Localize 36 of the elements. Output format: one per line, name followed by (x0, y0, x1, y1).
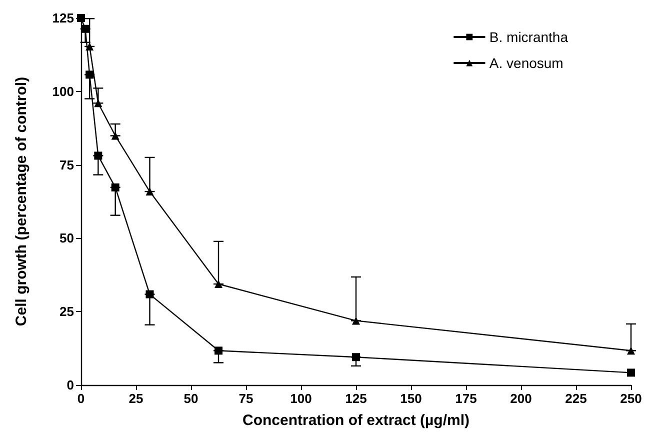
legend-label: B. micrantha (489, 29, 568, 45)
x-tick-label: 100 (290, 391, 312, 406)
point (81, 24, 90, 33)
point (627, 346, 635, 355)
x-tick-label: 75 (238, 391, 254, 406)
point (627, 368, 635, 377)
point (94, 152, 102, 160)
x-tick-label: 250 (620, 391, 642, 406)
x-tick-label: 200 (510, 391, 532, 406)
y-tick-label: 0 (66, 378, 74, 392)
point (146, 290, 154, 298)
point (146, 188, 154, 196)
x-tick-label: 125 (345, 391, 367, 406)
legend-label: A. venosum (489, 55, 564, 71)
point (86, 42, 94, 50)
x-tick-label: 50 (184, 391, 198, 406)
point (111, 132, 120, 140)
x-tick-label: 25 (128, 391, 144, 406)
x-tick-label: 225 (565, 391, 587, 406)
x-tick-label: 150 (400, 391, 422, 406)
point (352, 316, 360, 325)
y-axis-title: Cell growth (percentage of control) (13, 76, 30, 326)
x-tick-label: 0 (77, 391, 85, 406)
point (214, 346, 222, 355)
point (214, 280, 222, 288)
y-tick-label: 75 (60, 157, 74, 172)
x-tick-label: 175 (455, 391, 477, 406)
y-tick-label: 125 (52, 10, 74, 26)
y-tick-label: 25 (60, 304, 74, 320)
y-tick-label: 100 (52, 84, 74, 99)
point (111, 183, 120, 192)
point (352, 353, 360, 362)
point (94, 99, 102, 108)
point (86, 70, 94, 79)
x-axis-title: Concentration of extract (µg/ml) (242, 412, 470, 429)
y-tick-label: 50 (60, 230, 74, 246)
